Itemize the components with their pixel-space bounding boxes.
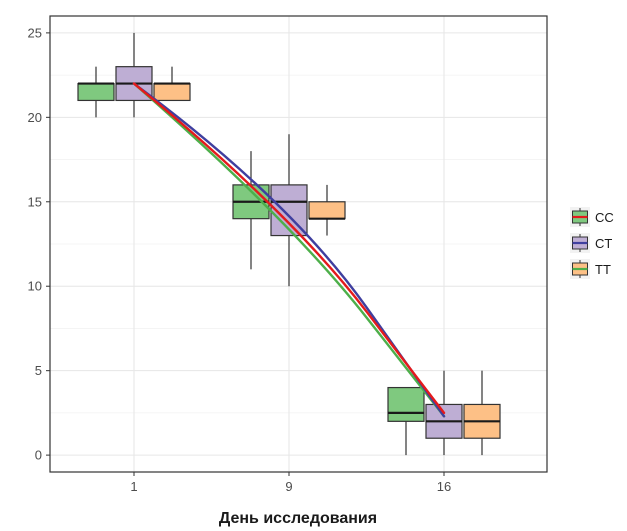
x-axis: 1 9 16: [130, 472, 451, 494]
box: [77, 82, 115, 102]
y-tick-label: 10: [28, 279, 42, 294]
plot-border: [49, 15, 548, 473]
x-tick-label: 1: [130, 479, 137, 494]
y-tick-label: 20: [28, 110, 42, 125]
trend-lines: [132, 82, 446, 418]
box: [308, 201, 346, 220]
x-tick-label: 16: [437, 479, 451, 494]
box: [153, 82, 191, 102]
legend: CC CT TT: [570, 207, 614, 279]
box: [387, 386, 425, 422]
y-tick-label: 0: [35, 448, 42, 463]
legend-label-ct: CT: [595, 236, 612, 251]
y-axis: 0 5 10 15 20 25: [28, 25, 50, 463]
legend-label-tt: TT: [595, 262, 611, 277]
x-axis-title: День исследования: [219, 510, 377, 527]
x-tick-label: 9: [285, 479, 292, 494]
legend-label-cc: CC: [595, 210, 614, 225]
trend-line-ct: [132, 82, 446, 418]
trend-line-cc: [132, 82, 446, 415]
y-tick-label: 25: [28, 25, 42, 40]
y-tick-label: 5: [35, 363, 42, 378]
y-tick-label: 15: [28, 194, 42, 209]
